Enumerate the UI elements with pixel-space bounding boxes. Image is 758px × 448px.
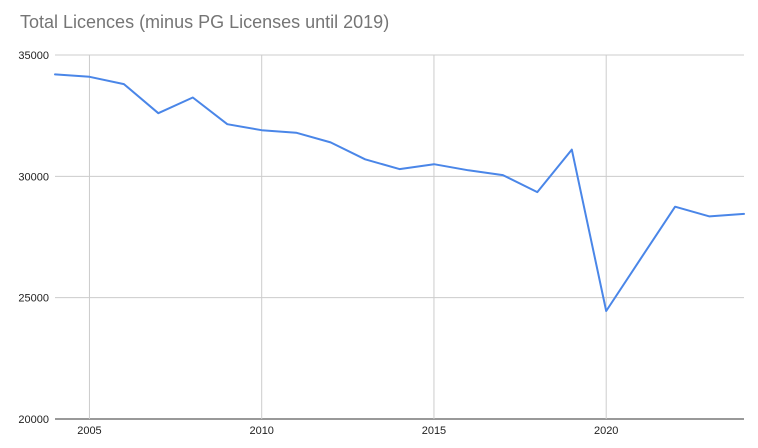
x-tick-label: 2010 [249,425,273,437]
tick-labels: 20000 25000 30000 35000 2005 2010 2015 2020 [18,50,618,437]
y-tick-label: 30000 [18,171,49,183]
chart-title: Total Licences (minus PG Licenses until … [20,12,390,32]
series-line [54,73,745,312]
x-tick-label: 2005 [77,425,101,437]
y-tick-label: 35000 [18,50,49,62]
series-layer [54,73,745,312]
y-tick-label: 25000 [18,293,49,305]
x-tick-label: 2020 [594,425,618,437]
y-tick-label: 20000 [18,414,49,426]
x-tick-label: 2015 [422,425,446,437]
gridlines [55,54,744,420]
